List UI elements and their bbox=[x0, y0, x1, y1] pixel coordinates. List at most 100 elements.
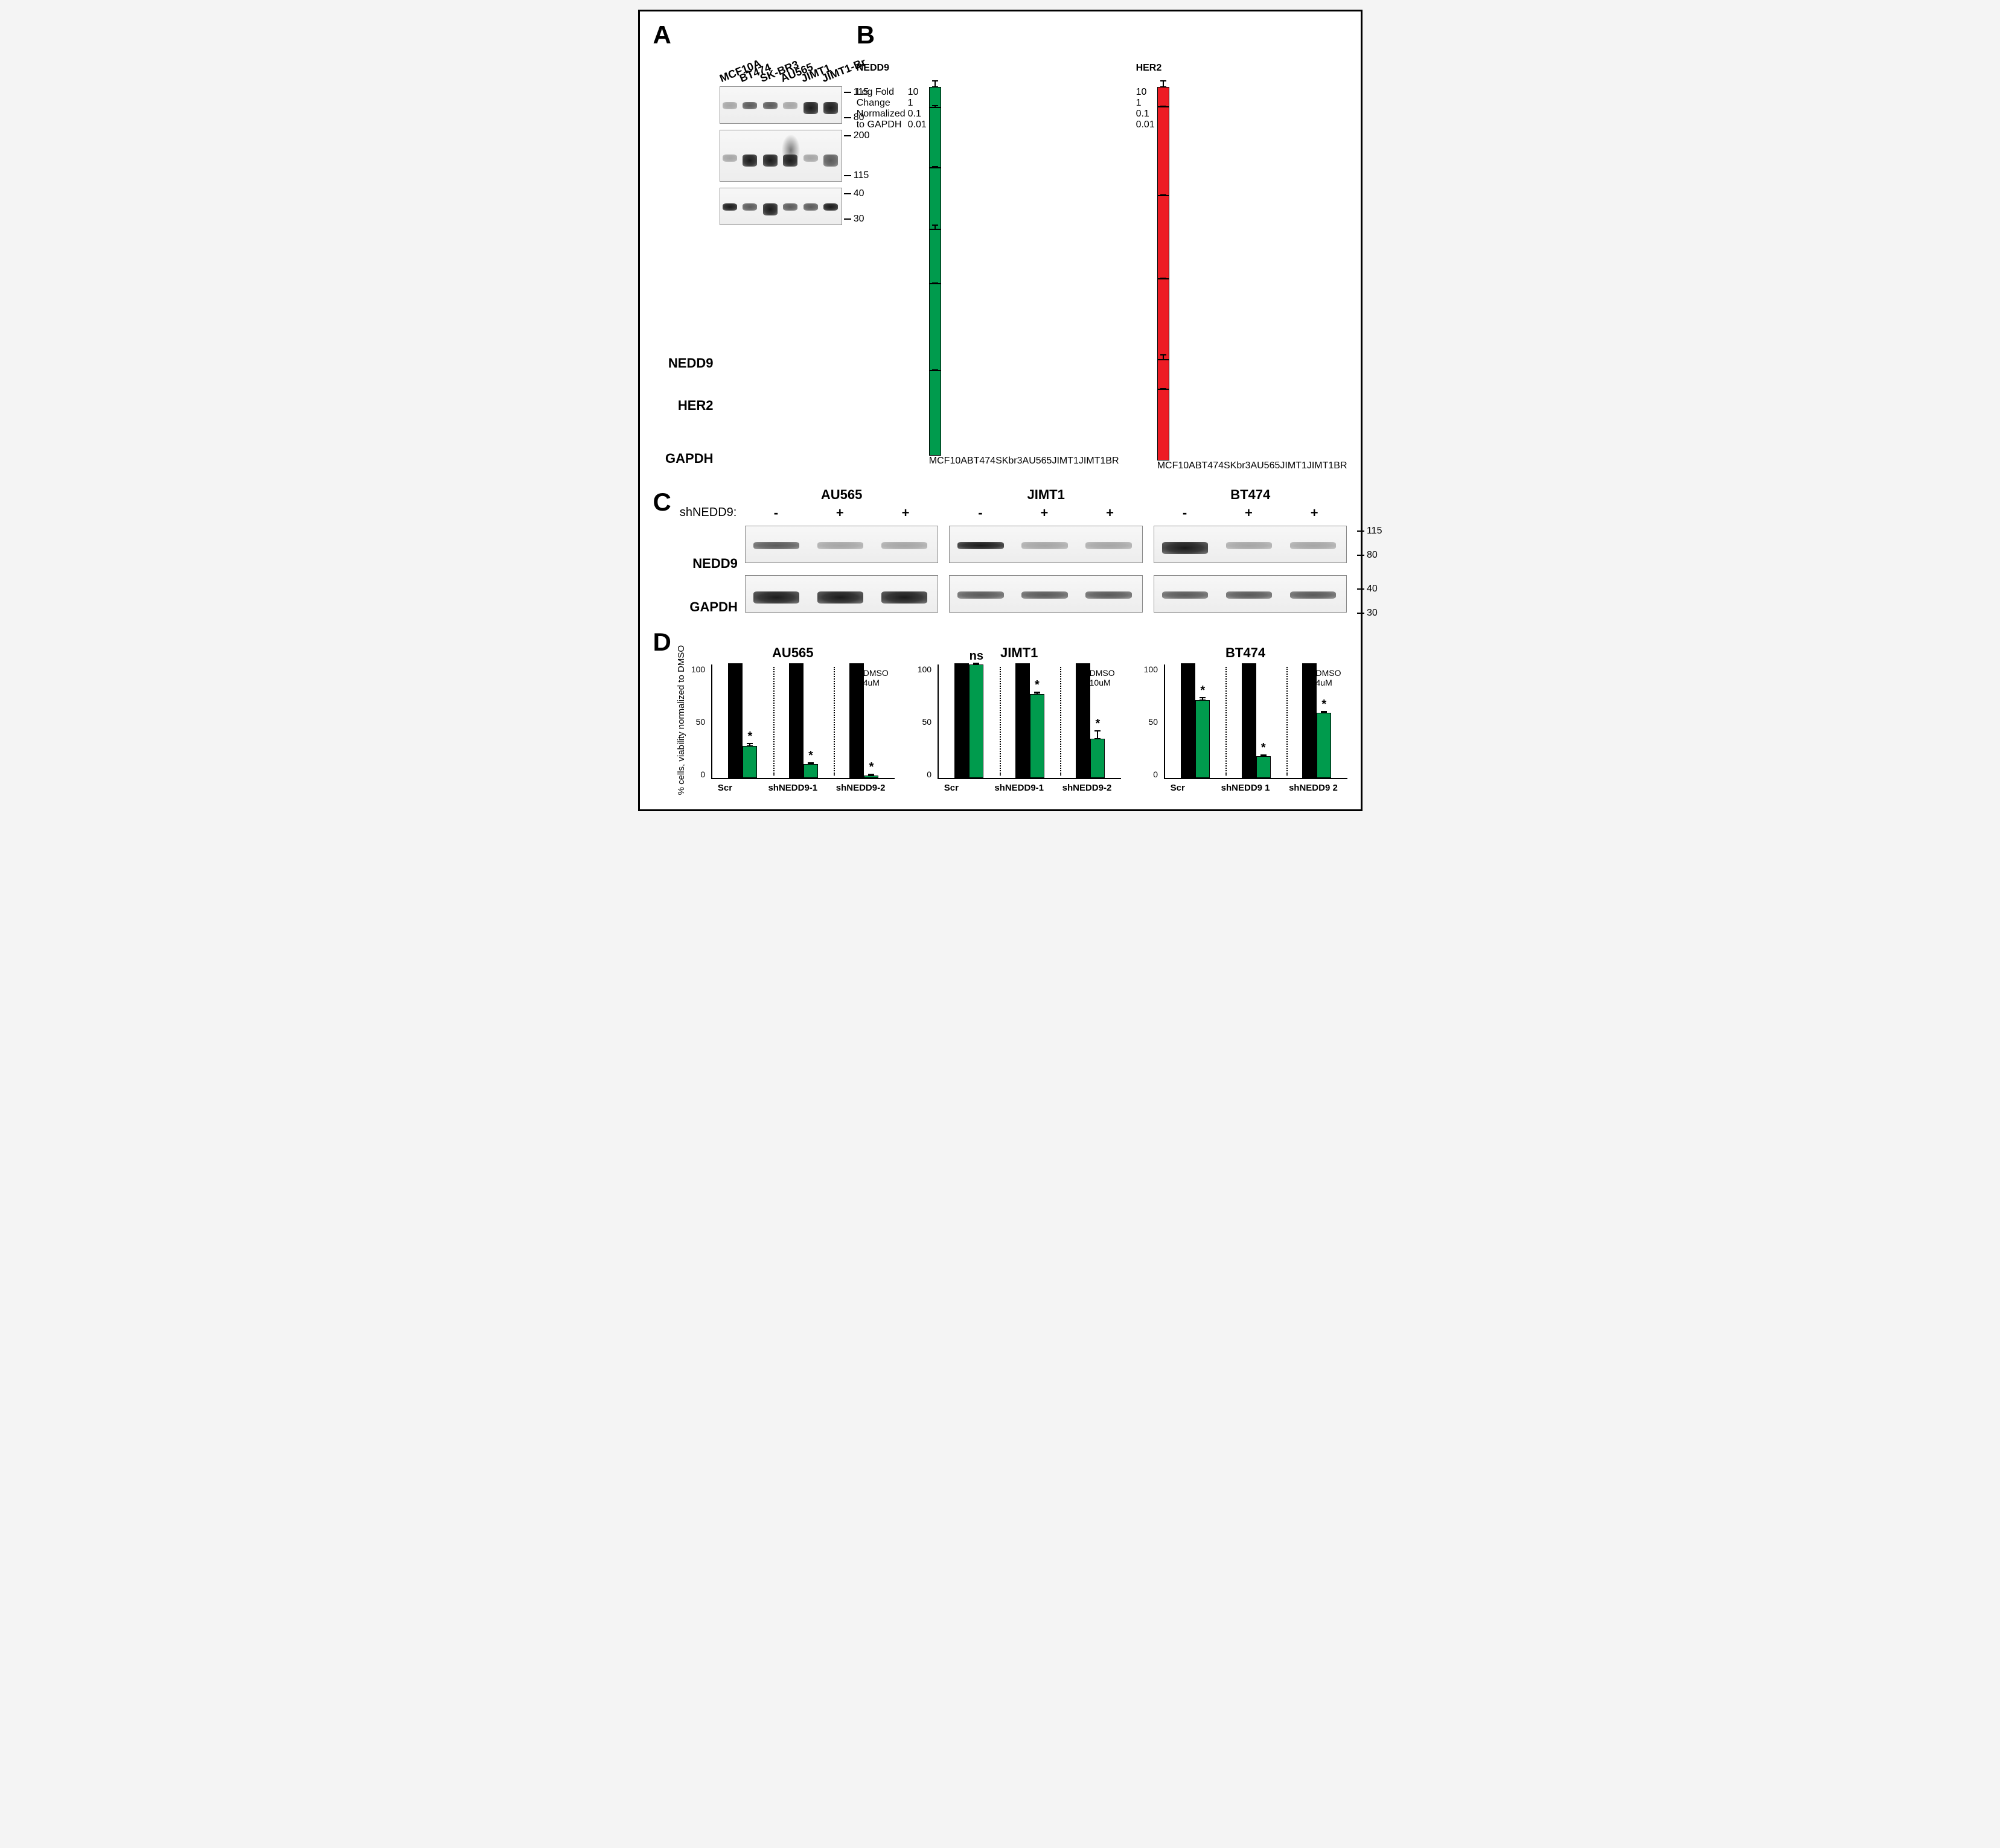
y-tick-label: 50 bbox=[696, 717, 706, 727]
blot-band bbox=[1085, 591, 1131, 599]
linear-chart: BT474100500DMSO4uM***ScrshNEDD9 1shNEDD9… bbox=[1144, 645, 1347, 795]
panel-a-label: A bbox=[653, 22, 842, 48]
y-tick-label: 0.1 bbox=[908, 109, 927, 119]
bar bbox=[1157, 87, 1169, 107]
mw-markers: 115804030 bbox=[1357, 526, 1382, 619]
blot-band bbox=[743, 155, 757, 167]
panel-a-rowlabels: NEDD9 HER2 GAPDH bbox=[653, 48, 714, 471]
bar bbox=[929, 107, 941, 168]
significance-marker: * bbox=[869, 760, 874, 774]
y-tick-label: 100 bbox=[691, 664, 705, 674]
blot-band bbox=[1021, 542, 1067, 549]
bar bbox=[1157, 360, 1169, 390]
bars: *** bbox=[1165, 664, 1347, 778]
blot-band bbox=[723, 203, 737, 211]
mw-markers: 200115 bbox=[844, 130, 873, 181]
y-tick-label: 0 bbox=[1153, 769, 1158, 779]
bars: ns** bbox=[939, 664, 1121, 778]
significance-marker: * bbox=[1200, 684, 1205, 698]
blot-band bbox=[1162, 591, 1208, 599]
bar bbox=[929, 229, 941, 283]
bar-drug: ns bbox=[969, 664, 983, 778]
bar-drug: * bbox=[1317, 713, 1331, 778]
bar-dmso bbox=[1242, 663, 1256, 778]
chart-title: JIMT1 bbox=[918, 645, 1121, 661]
bar-dmso bbox=[954, 663, 969, 778]
x-tick-label: JIMT1BR bbox=[1079, 456, 1119, 466]
x-labels: ScrshNEDD9-1shNEDD9-2 bbox=[918, 783, 1121, 793]
x-tick-label: shNEDD9-2 bbox=[1053, 783, 1120, 793]
rowlabel-her2: HER2 bbox=[653, 398, 714, 413]
x-tick-label: Scr bbox=[1144, 783, 1212, 793]
bar-group: * bbox=[834, 663, 895, 778]
panel-a-lane-headers: MCF10ABT474SK-BR3AU565JIMT1JIMT1-Br bbox=[720, 48, 842, 86]
panel-d-wrap: D % cells, viability normalized to DMSO … bbox=[653, 629, 1347, 795]
rowlabel-nedd9: NEDD9 bbox=[653, 355, 714, 371]
panel-a-body: NEDD9 HER2 GAPDH MCF10ABT474SK-BR3AU565J… bbox=[653, 48, 842, 471]
bar-dmso bbox=[1302, 663, 1317, 778]
x-labels: ScrshNEDD9 1shNEDD9 2 bbox=[1144, 783, 1347, 793]
y-tick-label: 10 bbox=[1136, 87, 1155, 98]
blot-band bbox=[823, 203, 838, 211]
x-tick-label: AU565 bbox=[1023, 456, 1052, 466]
sh-value: - bbox=[978, 505, 982, 521]
blot-column bbox=[949, 526, 1143, 619]
bar-group: ns bbox=[939, 663, 1000, 778]
figure-page: A NEDD9 HER2 GAPDH MCF10ABT474SK-BR3AU56… bbox=[638, 10, 1363, 811]
mw-marker: 115 bbox=[844, 87, 873, 98]
sh-value: + bbox=[1106, 505, 1114, 521]
panel-b-label: B bbox=[857, 22, 1347, 48]
bar-dmso bbox=[849, 663, 864, 778]
bar-group: * bbox=[1165, 663, 1226, 778]
blot-column bbox=[745, 526, 939, 619]
blot-row bbox=[745, 575, 939, 613]
bars: *** bbox=[712, 664, 895, 778]
blot-band bbox=[753, 591, 799, 604]
bars bbox=[1157, 87, 1347, 460]
panel-d-label: D bbox=[653, 629, 671, 655]
group-title: BT474 bbox=[1154, 487, 1347, 503]
panel-c: x NEDD9 GAPDH AU565JIMT1BT474shNEDD9:-++… bbox=[677, 487, 1347, 619]
blot-band bbox=[723, 102, 737, 109]
sh-label: shNEDD9: bbox=[680, 506, 741, 520]
mw-marker: 200 bbox=[844, 130, 873, 141]
blot-band bbox=[723, 155, 737, 162]
blot-band bbox=[743, 203, 757, 211]
bar bbox=[1157, 279, 1169, 360]
bar-group: * bbox=[773, 663, 834, 778]
mw-marker: 80 bbox=[1357, 550, 1382, 561]
bar bbox=[929, 168, 941, 229]
bar-dmso bbox=[1015, 663, 1030, 778]
y-tick-label: 1 bbox=[1136, 98, 1155, 109]
blot-band bbox=[1290, 591, 1336, 599]
panel-c-group-titles: AU565JIMT1BT474 bbox=[745, 487, 1347, 503]
panel-c-wrap: C x NEDD9 GAPDH AU565JIMT1BT474shNEDD9:-… bbox=[653, 471, 1347, 619]
bar-drug: * bbox=[1090, 739, 1105, 778]
y-tick-label: 0.01 bbox=[1136, 119, 1155, 130]
x-tick-label: shNEDD9-2 bbox=[826, 783, 894, 793]
significance-marker: * bbox=[1321, 698, 1326, 712]
y-axis: 1010.10.01 bbox=[908, 87, 927, 467]
x-tick-label: shNEDD9-1 bbox=[759, 783, 826, 793]
blot-band bbox=[763, 102, 778, 109]
blot-row: 200115 bbox=[720, 130, 842, 182]
mw-marker: 40 bbox=[844, 188, 873, 199]
y-tick-label: 0.01 bbox=[908, 119, 927, 130]
x-tick-label: Scr bbox=[918, 783, 985, 793]
sh-value: + bbox=[836, 505, 844, 521]
blot-row bbox=[745, 526, 939, 563]
bar-group: * bbox=[1226, 663, 1287, 778]
bar bbox=[929, 87, 941, 107]
y-tick-label: 100 bbox=[918, 664, 931, 674]
sh-row: shNEDD9:-++-++-++ bbox=[745, 505, 1347, 521]
blot-band bbox=[817, 591, 863, 604]
bar-drug: * bbox=[1256, 756, 1271, 778]
plot-area: DMSO4uM*** bbox=[1164, 664, 1347, 779]
x-tick-label: JIMT1 bbox=[1280, 460, 1306, 471]
mw-marker: 40 bbox=[1357, 584, 1382, 594]
rowlabel-gapdh: GAPDH bbox=[653, 451, 714, 467]
linear-chart: JIMT1100500DMSO10uMns**ScrshNEDD9-1shNED… bbox=[918, 645, 1121, 795]
blot-band bbox=[753, 542, 799, 549]
blot-band bbox=[804, 102, 818, 114]
blot-row bbox=[1154, 526, 1347, 563]
